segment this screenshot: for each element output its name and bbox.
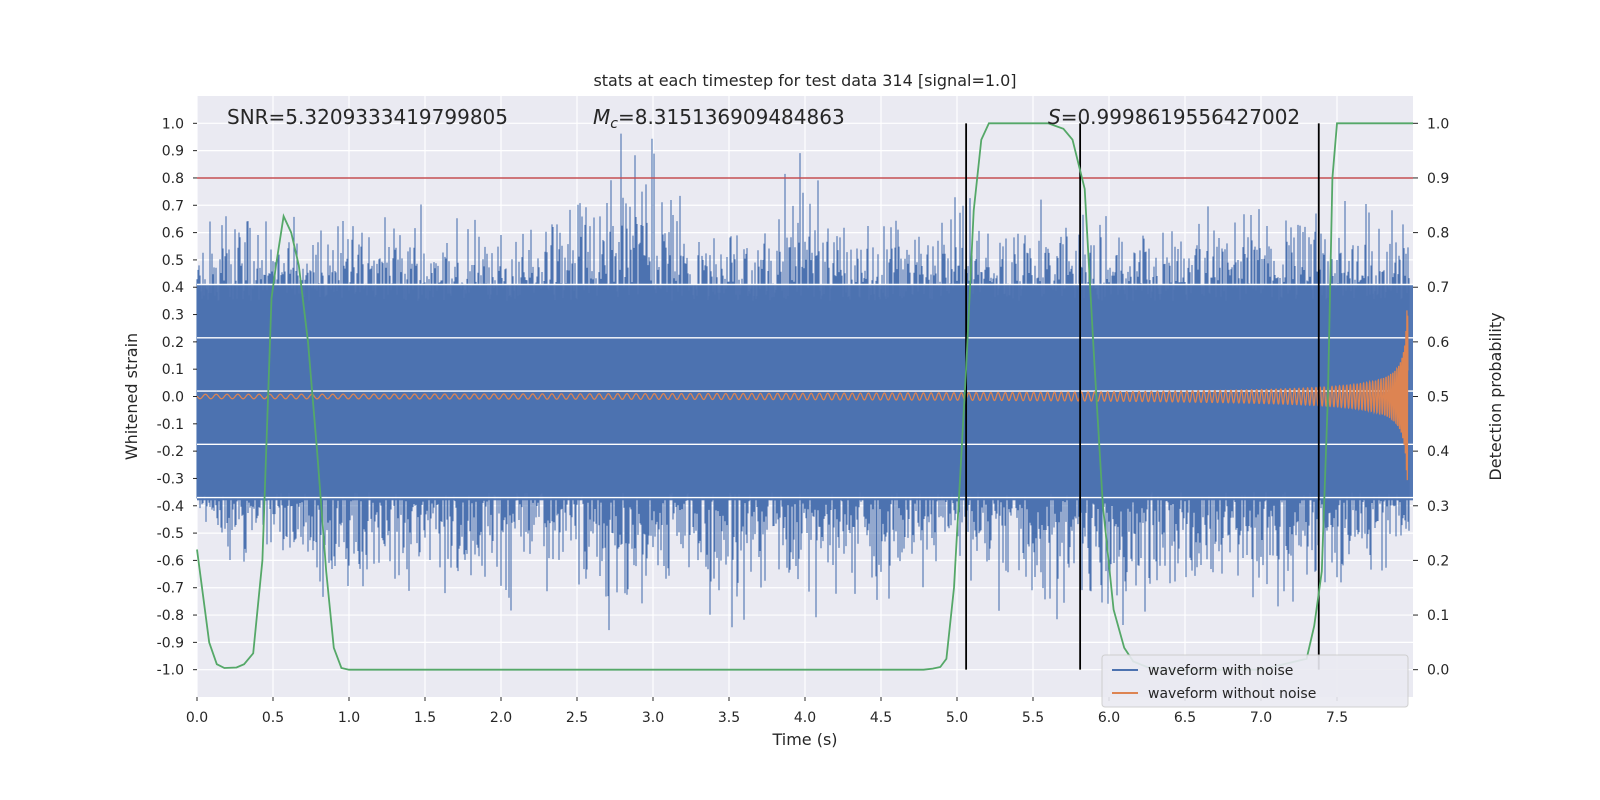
x-tick-label: 4.5 xyxy=(870,710,892,726)
y2-tick-label: 0.7 xyxy=(1427,280,1449,296)
tick-labels: 0.0 0.5 1.0 1.5 2.0 2.5 3.0 3.5 4.0 4.5 5.0 5.5 6.0 6… xyxy=(157,116,1450,726)
noise-waveform-layer xyxy=(196,133,1413,631)
y-tick-label: -0.1 xyxy=(157,417,184,433)
statistic-annotation: S=0.9998619556427002 xyxy=(1048,105,1300,129)
y-tick-label: -0.7 xyxy=(157,581,184,597)
signal-waveform-line xyxy=(196,310,1409,481)
y-tick-label: 0.8 xyxy=(162,171,184,187)
x-tick-label: 6.0 xyxy=(1098,710,1120,726)
x-tick-label: 5.5 xyxy=(1022,710,1044,726)
y2-axis-title: Detection probability xyxy=(1486,312,1505,480)
y-tick-label: 1.0 xyxy=(162,116,184,132)
x-tick-label: 3.5 xyxy=(718,710,740,726)
y-tick-label: 0.1 xyxy=(162,362,184,378)
snr-annotation: SNR=5.3209333419799805 xyxy=(227,105,508,129)
x-tick-label: 7.0 xyxy=(1250,710,1272,726)
y2-tick-label: 0.8 xyxy=(1427,226,1449,242)
x-tick-label: 4.0 xyxy=(794,710,816,726)
y2-tick-label: 0.4 xyxy=(1427,444,1449,460)
y-tick-label: -0.2 xyxy=(157,444,184,460)
x-tick-label: 1.0 xyxy=(338,710,360,726)
y-axis-title: Whitened strain xyxy=(122,333,141,460)
y2-tick-label: 0.0 xyxy=(1427,663,1449,679)
y2-tick-label: 0.3 xyxy=(1427,499,1449,515)
x-axis-title: Time (s) xyxy=(771,730,837,749)
x-tick-label: 2.0 xyxy=(490,710,512,726)
x-tick-label: 3.0 xyxy=(642,710,664,726)
y2-tick-label: 0.1 xyxy=(1427,608,1449,624)
y2-tick-label: 1.0 xyxy=(1427,116,1449,132)
x-tick-label: 0.0 xyxy=(186,710,208,726)
statistic-symbol: S xyxy=(1048,105,1061,129)
chirp-mass-annotation: Mc=8.315136909484863 xyxy=(593,105,845,132)
chirp-mass-symbol: M xyxy=(593,105,610,129)
y-tick-label: -0.5 xyxy=(157,526,184,542)
chart-title: stats at each timestep for test data 314… xyxy=(593,71,1016,90)
y-tick-label: 0.0 xyxy=(162,390,184,406)
y2-tick-label: 0.6 xyxy=(1427,335,1449,351)
y-tick-label: 0.2 xyxy=(162,335,184,351)
y-tick-label: 0.4 xyxy=(162,280,184,296)
chirp-mass-value: =8.315136909484863 xyxy=(618,105,845,129)
x-tick-label: 7.5 xyxy=(1326,710,1348,726)
x-tick-label: 0.5 xyxy=(262,710,284,726)
chirp-mass-subscript: c xyxy=(610,116,618,132)
x-tick-label: 1.5 xyxy=(414,710,436,726)
legend: waveform with noise waveform without noi… xyxy=(1101,654,1409,708)
legend-box xyxy=(1101,654,1409,708)
statistic-value: =0.9998619556427002 xyxy=(1061,105,1300,129)
y-tick-label: 0.7 xyxy=(162,198,184,214)
y-tick-label: 0.3 xyxy=(162,308,184,324)
signal-waveform-layer xyxy=(196,310,1409,481)
legend-label-signal: waveform without noise xyxy=(1148,686,1316,702)
y-tick-label: -0.4 xyxy=(157,499,184,515)
x-tick-label: 2.5 xyxy=(566,710,588,726)
y-tick-label: -0.8 xyxy=(157,608,184,624)
y2-tick-label: 0.9 xyxy=(1427,171,1449,187)
y-tick-label: -0.9 xyxy=(157,635,184,651)
y-tick-label: 0.9 xyxy=(162,144,184,160)
y2-tick-label: 0.2 xyxy=(1427,553,1449,569)
x-tick-label: 5.0 xyxy=(946,710,968,726)
y-tick-label: -1.0 xyxy=(157,663,184,679)
y-tick-label: 0.6 xyxy=(162,226,184,242)
y-tick-label: 0.5 xyxy=(162,253,184,269)
legend-label-noise: waveform with noise xyxy=(1148,663,1293,679)
y-tick-label: -0.6 xyxy=(157,553,184,569)
x-tick-label: 6.5 xyxy=(1174,710,1196,726)
y2-tick-label: 0.5 xyxy=(1427,390,1449,406)
y-tick-label: -0.3 xyxy=(157,471,184,487)
